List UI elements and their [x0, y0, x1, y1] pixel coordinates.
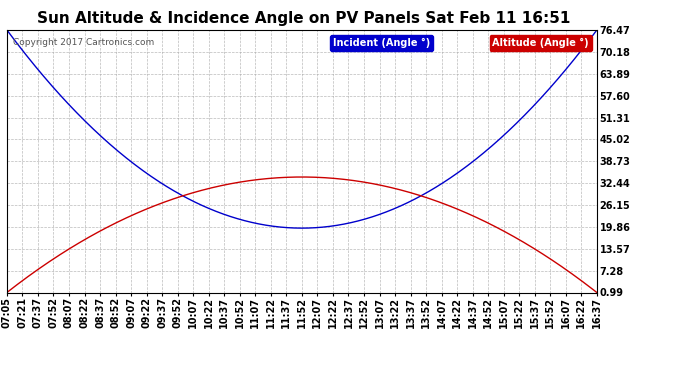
Legend: Altitude (Angle °): Altitude (Angle °) [489, 35, 592, 51]
Text: Copyright 2017 Cartronics.com: Copyright 2017 Cartronics.com [13, 38, 154, 47]
Text: Sun Altitude & Incidence Angle on PV Panels Sat Feb 11 16:51: Sun Altitude & Incidence Angle on PV Pan… [37, 11, 571, 26]
